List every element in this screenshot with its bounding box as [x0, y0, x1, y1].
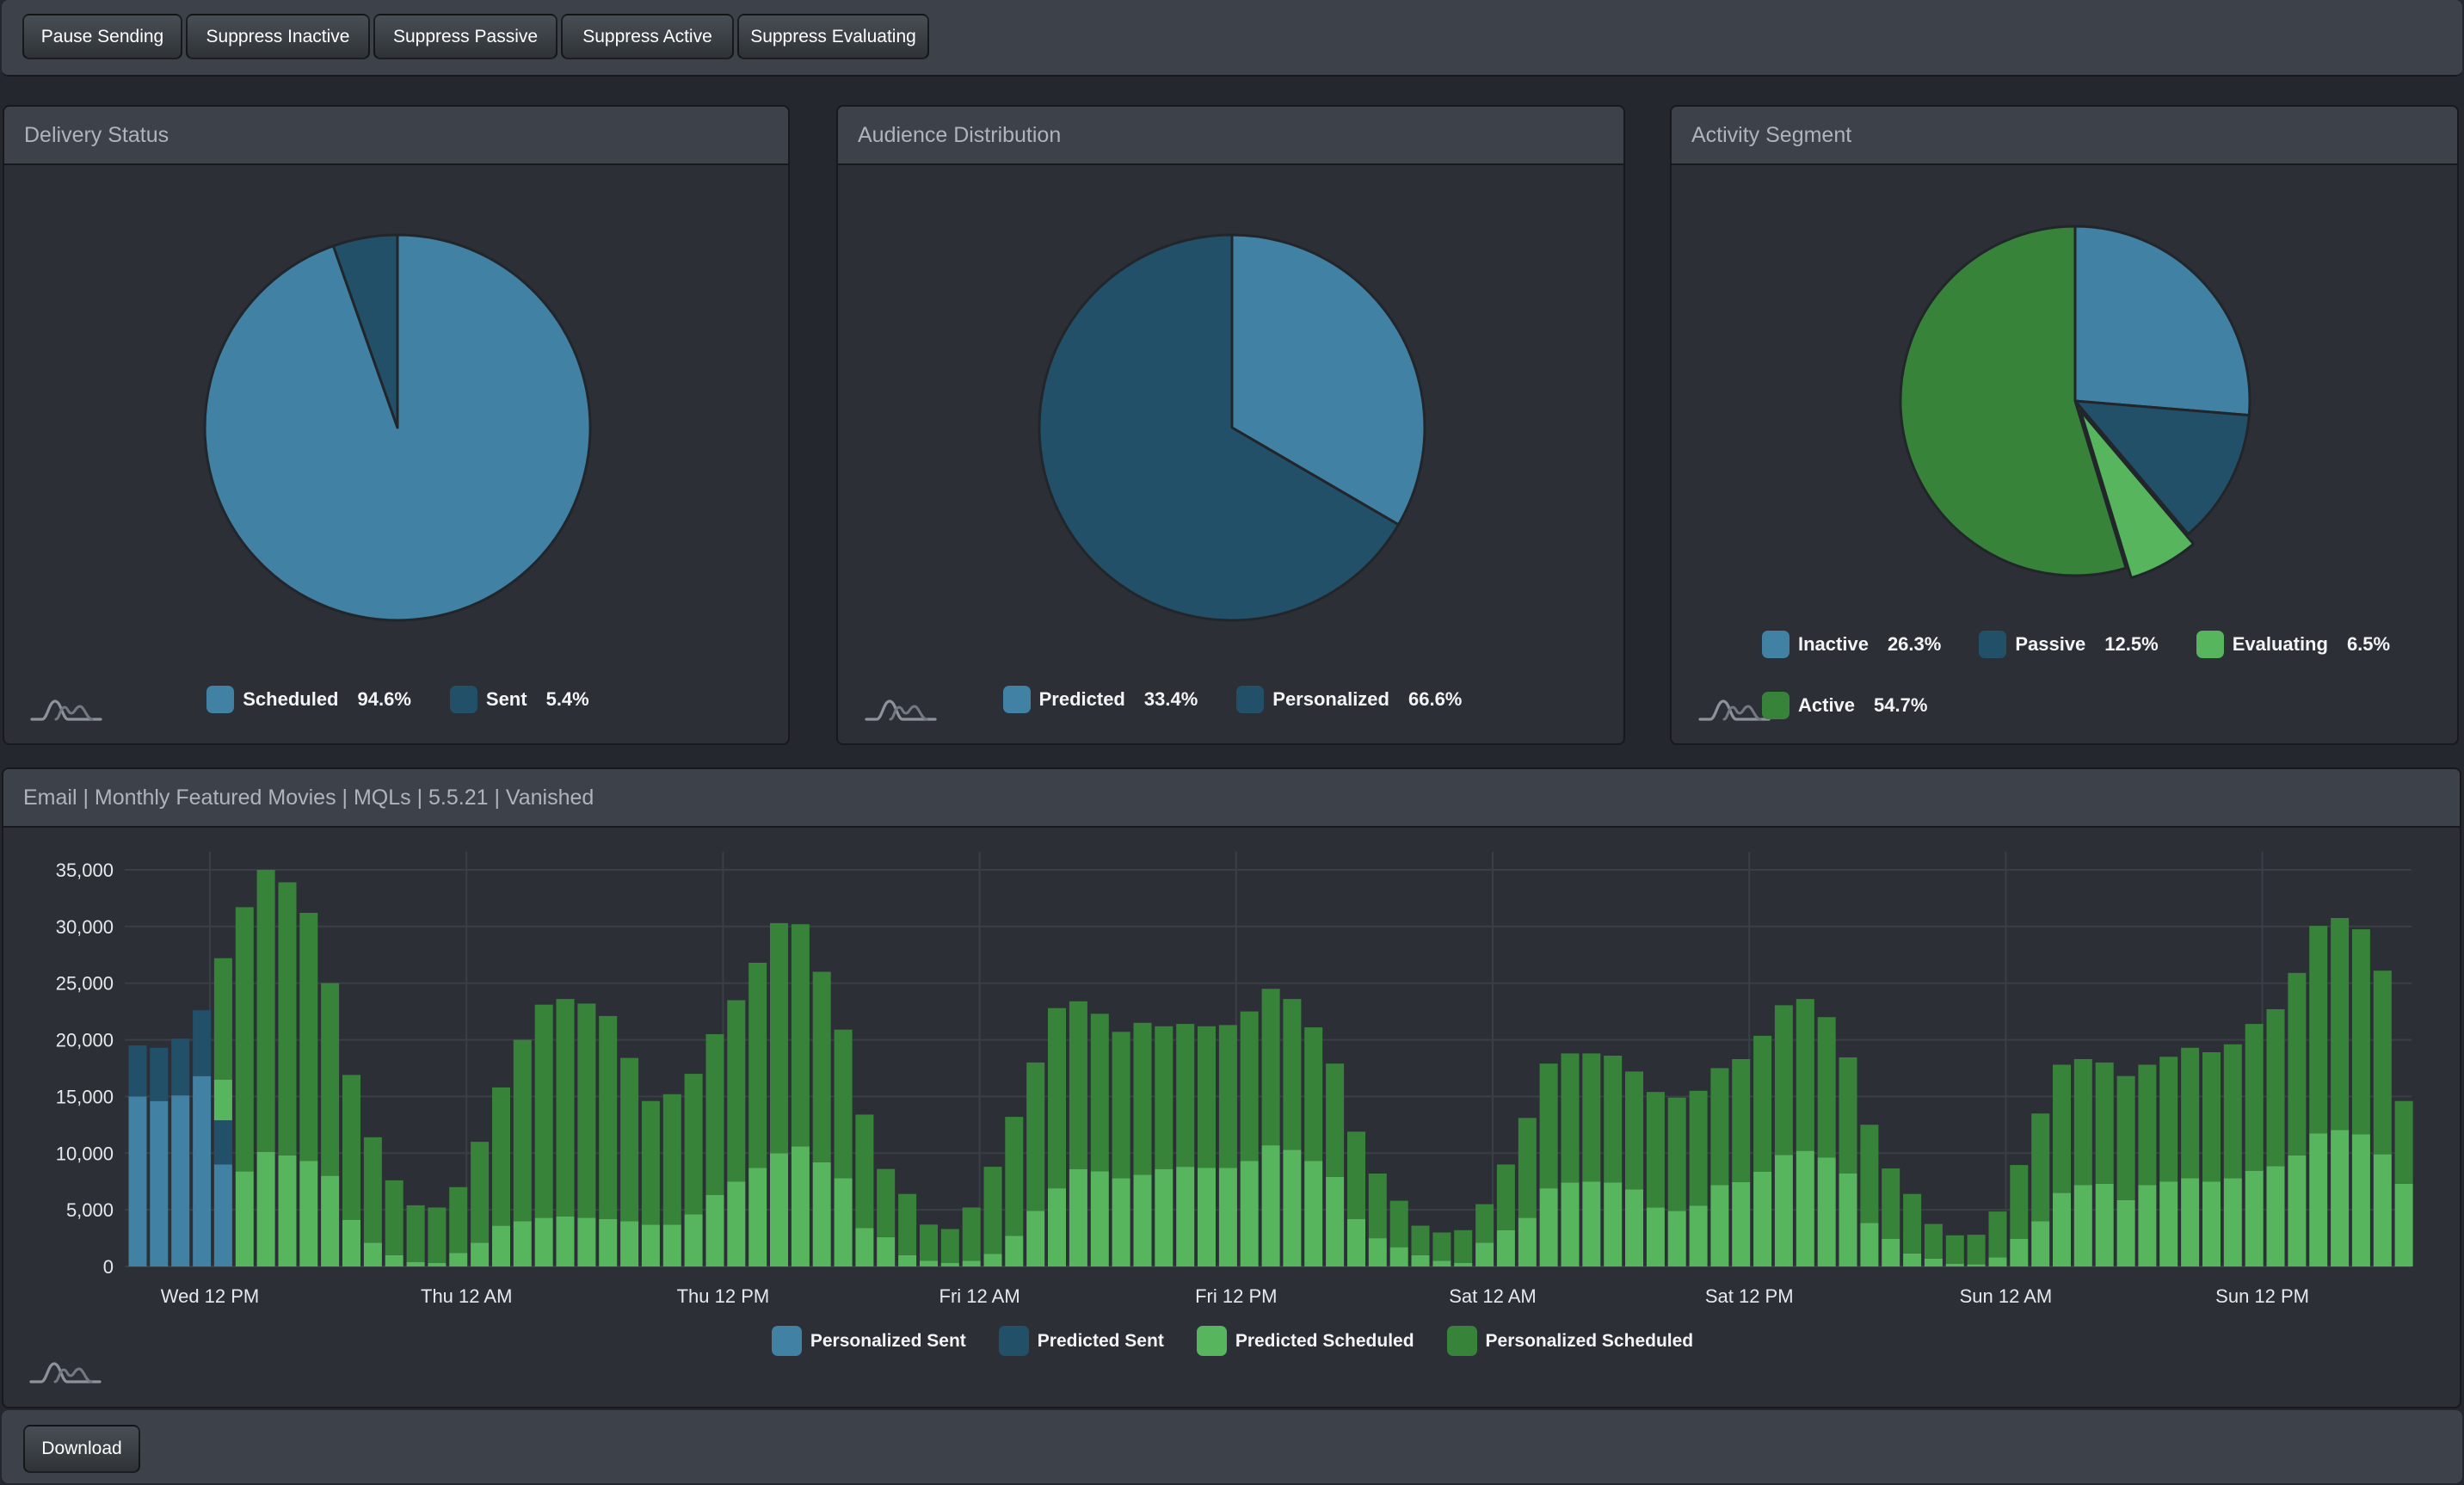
svg-text:10,000: 10,000: [56, 1143, 114, 1164]
svg-text:5,000: 5,000: [66, 1199, 114, 1221]
svg-text:Sat 12 PM: Sat 12 PM: [1705, 1285, 1794, 1307]
svg-text:Thu 12 PM: Thu 12 PM: [677, 1285, 770, 1307]
svg-text:Fri 12 PM: Fri 12 PM: [1195, 1285, 1277, 1307]
svg-text:Wed 12 PM: Wed 12 PM: [161, 1285, 260, 1307]
svg-text:35,000: 35,000: [56, 860, 114, 881]
svg-text:Thu 12 AM: Thu 12 AM: [421, 1285, 512, 1307]
svg-text:15,000: 15,000: [56, 1086, 114, 1107]
svg-text:25,000: 25,000: [56, 973, 114, 995]
svg-text:0: 0: [103, 1256, 114, 1278]
svg-text:Sat 12 AM: Sat 12 AM: [1449, 1285, 1537, 1307]
svg-text:30,000: 30,000: [56, 916, 114, 938]
svg-text:Fri 12 AM: Fri 12 AM: [939, 1285, 1020, 1307]
svg-text:Sun 12 PM: Sun 12 PM: [2215, 1285, 2309, 1307]
svg-text:Sun 12 AM: Sun 12 AM: [1960, 1285, 2053, 1307]
svg-text:20,000: 20,000: [56, 1030, 114, 1051]
